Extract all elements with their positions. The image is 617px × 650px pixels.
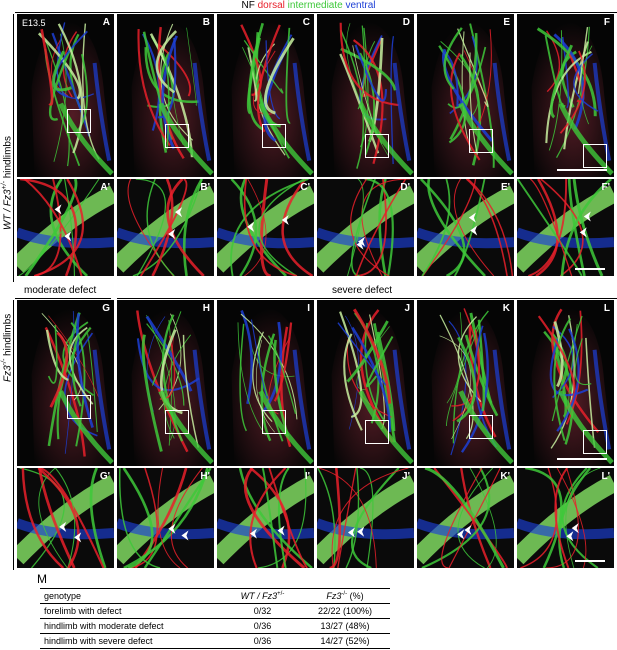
micrograph-panel: E: [417, 14, 514, 177]
moderate-defect-label: moderate defect: [24, 285, 97, 296]
scale-bar: [575, 268, 605, 270]
cell-genotype: forelimb with defect: [40, 603, 226, 619]
scale-bar: [557, 169, 607, 171]
micrograph-panel: D: [317, 14, 414, 177]
quantification-table: genotype WT / Fz3+/- Fz3-/- (%) forelimb…: [40, 588, 390, 649]
row-label-ko: Fz3-/- hindlimbs: [1, 313, 14, 382]
panel-letter: K: [502, 303, 510, 314]
micrograph-panel: C': [217, 179, 314, 276]
cell-ko: 14/27 (52%): [299, 633, 390, 649]
channel-legend: NF dorsal intermediate ventral: [0, 0, 617, 12]
ko-bracket: [13, 300, 14, 570]
panel-letter: L': [601, 471, 611, 482]
micrograph-panel: J: [317, 300, 414, 466]
panel-letter: J: [404, 303, 410, 314]
zoom-region-box: [262, 124, 286, 148]
micrograph-panel: B': [117, 179, 214, 276]
cell-ko: 22/22 (100%): [299, 603, 390, 619]
panel-letter: D': [400, 182, 410, 193]
zoom-region-box: [583, 430, 607, 454]
cell-genotype: hindlimb with severe defect: [40, 633, 226, 649]
cell-wt: 0/36: [225, 618, 300, 634]
micrograph-panel: F': [517, 179, 614, 276]
table-row: hindlimb with moderate defect 0/36 13/27…: [40, 618, 390, 634]
zoom-region-box: [262, 410, 286, 434]
micrograph-panel: I': [217, 468, 314, 568]
legend-dorsal: dorsal: [257, 0, 285, 11]
row-label-wt: WT / Fz3+/- hindlimbs: [1, 136, 14, 230]
legend-intermediate: intermediate: [287, 0, 343, 11]
stage-label: E13.5: [22, 18, 46, 28]
panel-letter: K': [500, 471, 510, 482]
table-row: forelimb with defect 0/32 22/22 (100%): [40, 603, 390, 619]
panel-m-label: M: [37, 572, 47, 586]
table-header-row: genotype WT / Fz3+/- Fz3-/- (%): [40, 588, 390, 604]
panel-letter: A: [102, 17, 110, 28]
micrograph-panel: F: [517, 14, 614, 177]
micrograph-panel: K': [417, 468, 514, 568]
panel-letter: F: [603, 17, 610, 28]
wt-bracket: [13, 14, 14, 282]
zoom-region-box: [165, 124, 189, 148]
panel-letter: L: [603, 303, 610, 314]
micrograph-panel: C: [217, 14, 314, 177]
zoom-region-box: [583, 144, 607, 168]
micrograph-panel: A E13.5: [17, 14, 114, 177]
panel-letter: A': [100, 182, 110, 193]
cell-wt: 0/32: [225, 603, 300, 619]
panel-letter: J': [402, 471, 410, 482]
header-ko: Fz3-/- (%): [299, 588, 390, 604]
micrograph-panel: I: [217, 300, 314, 466]
micrograph-panel: G': [17, 468, 114, 568]
micrograph-panel: K: [417, 300, 514, 466]
micrograph-panel: L: [517, 300, 614, 466]
cell-ko: 13/27 (48%): [299, 618, 390, 634]
micrograph-panel: D': [317, 179, 414, 276]
severe-underline: [117, 298, 617, 299]
micrograph-panel: H': [117, 468, 214, 568]
micrograph-panel: L': [517, 468, 614, 568]
micrograph-panel: B: [117, 14, 214, 177]
panel-letter: B': [200, 182, 210, 193]
zoom-region-box: [469, 129, 493, 153]
table-row: hindlimb with severe defect 0/36 14/27 (…: [40, 633, 390, 649]
micrograph-panel: H: [117, 300, 214, 466]
zoom-region-box: [365, 134, 389, 158]
scale-bar: [557, 458, 607, 460]
zoom-region-box: [365, 420, 389, 444]
legend-ventral: ventral: [345, 0, 376, 11]
severe-defect-label: severe defect: [332, 285, 393, 296]
header-genotype: genotype: [40, 588, 226, 604]
panel-letter: B: [202, 17, 210, 28]
panel-letter: C': [300, 182, 310, 193]
panel-letter: H: [202, 303, 210, 314]
micrograph-panel: E': [417, 179, 514, 276]
panel-letter: I': [304, 471, 310, 482]
panel-letter: I: [307, 303, 310, 314]
panel-letter: D: [402, 17, 410, 28]
zoom-region-box: [67, 395, 91, 419]
moderate-underline: [15, 298, 111, 299]
micrograph-panel: A': [17, 179, 114, 276]
scale-bar: [575, 560, 605, 562]
zoom-region-box: [67, 109, 91, 133]
zoom-region-box: [165, 410, 189, 434]
panel-letter: E: [503, 17, 510, 28]
panel-letter: F': [601, 182, 611, 193]
panel-letter: E': [500, 182, 510, 193]
cell-wt: 0/36: [225, 633, 300, 649]
cell-genotype: hindlimb with moderate defect: [40, 618, 226, 634]
micrograph-panel: J': [317, 468, 414, 568]
panel-letter: C: [302, 17, 310, 28]
top-divider: [15, 12, 617, 13]
legend-nf: NF: [241, 0, 255, 11]
zoom-region-box: [469, 415, 493, 439]
header-wt: WT / Fz3+/-: [225, 588, 300, 604]
panel-letter: H': [200, 471, 210, 482]
panel-letter: G: [102, 303, 110, 314]
panel-letter: G': [99, 471, 110, 482]
micrograph-panel: G: [17, 300, 114, 466]
